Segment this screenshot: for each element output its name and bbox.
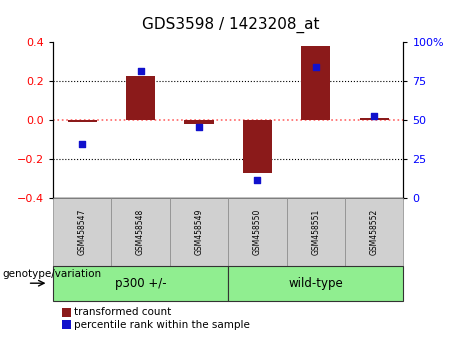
Bar xyxy=(360,118,389,120)
Text: genotype/variation: genotype/variation xyxy=(2,269,101,279)
Point xyxy=(371,113,378,119)
Text: percentile rank within the sample: percentile rank within the sample xyxy=(74,320,250,330)
Text: GSM458549: GSM458549 xyxy=(195,209,203,255)
Text: transformed count: transformed count xyxy=(74,307,171,318)
Point xyxy=(137,68,144,73)
Bar xyxy=(126,76,155,120)
Text: GSM458547: GSM458547 xyxy=(78,209,87,255)
Bar xyxy=(301,46,331,120)
Text: GSM458551: GSM458551 xyxy=(311,209,320,255)
Point xyxy=(312,64,319,70)
Text: p300 +/-: p300 +/- xyxy=(115,277,166,290)
Bar xyxy=(68,120,97,122)
Bar xyxy=(184,120,213,124)
Text: GSM458552: GSM458552 xyxy=(370,209,378,255)
Bar xyxy=(243,120,272,173)
Point xyxy=(78,141,86,147)
Text: GSM458550: GSM458550 xyxy=(253,209,262,255)
Text: wild-type: wild-type xyxy=(289,277,343,290)
Point xyxy=(195,124,203,130)
Text: GSM458548: GSM458548 xyxy=(136,209,145,255)
Point xyxy=(254,177,261,182)
Text: GDS3598 / 1423208_at: GDS3598 / 1423208_at xyxy=(142,17,319,33)
